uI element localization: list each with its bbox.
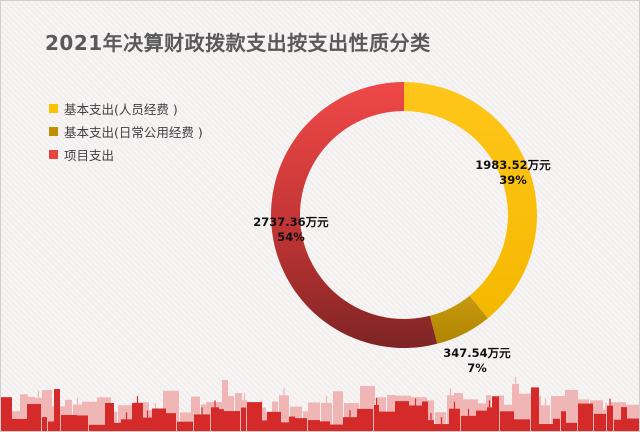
legend-label-public: 基本支出(日常公用经费 ): [64, 125, 203, 140]
legend-swatch-project: [49, 150, 58, 159]
legend-swatch-public: [49, 127, 58, 136]
legend: 基本支出(人员经费 ) 基本支出(日常公用经费 ) 项目支出: [49, 97, 203, 166]
legend-item-project: 项目支出: [49, 143, 203, 166]
data-label-personnel: 1983.52万元 39%: [475, 158, 551, 187]
slice-public: [429, 295, 488, 344]
legend-item-personnel: 基本支出(人员经费 ): [49, 97, 203, 120]
donut-slices: [270, 82, 538, 348]
slice-personnel: [404, 82, 538, 319]
legend-label-project: 项目支出: [64, 148, 115, 163]
legend-label-personnel: 基本支出(人员经费 ): [64, 102, 178, 117]
data-label-project: 2737.36万元 54%: [253, 215, 329, 244]
chart-title: 2021年决算财政拨款支出按支出性质分类: [45, 31, 431, 55]
data-labels: 1983.52万元 39% 347.54万元 7% 2737.36万元 54%: [253, 158, 551, 375]
slice-project: [270, 82, 438, 348]
legend-item-public: 基本支出(日常公用经费 ): [49, 120, 203, 143]
data-label-public: 347.54万元 7%: [443, 346, 511, 375]
legend-swatch-personnel: [49, 104, 58, 113]
